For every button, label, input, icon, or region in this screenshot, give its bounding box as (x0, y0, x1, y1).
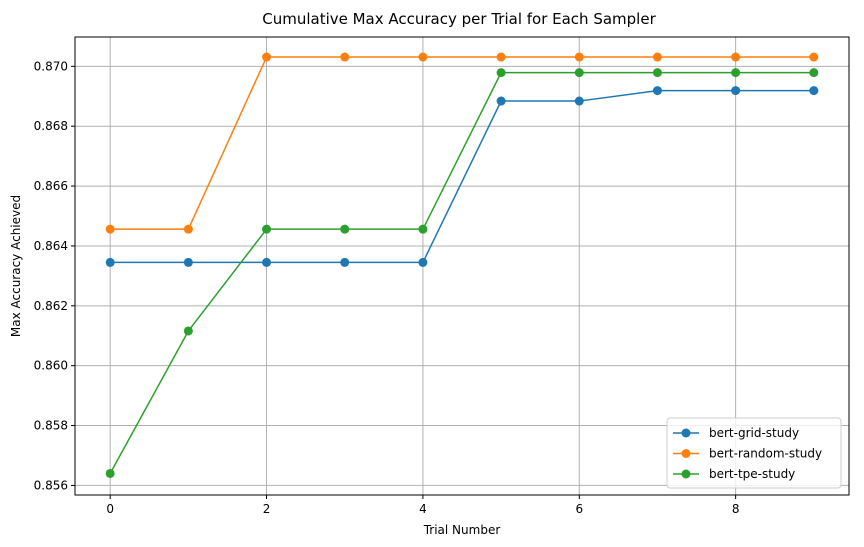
data-point (262, 257, 272, 267)
legend-marker (681, 449, 691, 458)
data-point (418, 257, 428, 267)
data-point (105, 468, 115, 478)
data-point (652, 52, 662, 62)
chart-title: Cumulative Max Accuracy per Trial for Ea… (262, 10, 656, 28)
series-bert-random-study (105, 52, 819, 234)
series-line (109, 71, 814, 474)
data-point (809, 86, 819, 96)
data-point (809, 68, 819, 78)
y-tick-label: 0.860 (34, 359, 68, 373)
series-line (110, 89, 814, 264)
data-point (183, 224, 193, 234)
y-tick-label: 0.868 (34, 119, 68, 133)
data-point (340, 257, 350, 267)
data-point (652, 86, 662, 96)
series-layer (105, 52, 819, 478)
y-tick-label: 0.870 (34, 59, 68, 73)
data-point (731, 68, 741, 78)
data-point (574, 68, 584, 78)
data-point (731, 52, 741, 62)
legend-label: bert-tpe-study (709, 467, 795, 481)
series-bert-grid-study (105, 86, 819, 267)
plot-frame (74, 36, 850, 496)
data-point (340, 224, 350, 234)
data-point (262, 224, 272, 234)
data-point (418, 224, 428, 234)
series-bert-tpe-study (105, 68, 819, 478)
legend-box (666, 417, 842, 489)
data-point (183, 326, 193, 336)
data-point (262, 52, 272, 62)
data-point (340, 52, 350, 62)
legend-marker (681, 469, 691, 479)
y-axis-label: Max Accuracy Achieved (9, 195, 23, 337)
data-point (496, 52, 506, 62)
data-point (731, 86, 741, 96)
legend-item: bert-random-study (673, 447, 822, 461)
x-tick-label: 4 (419, 502, 427, 516)
legend: bert-grid-study bert-random-study bert-tpe… (666, 417, 842, 489)
data-point (418, 52, 428, 62)
x-tick-label: 2 (263, 502, 271, 516)
x-axis-label: Trial Number (423, 523, 501, 537)
data-point (809, 52, 819, 62)
y-tick-label: 0.862 (34, 299, 68, 313)
legend-marker (681, 428, 691, 438)
x-tick-label: 0 (106, 502, 114, 516)
y-tick-label: 0.856 (34, 478, 68, 492)
data-point (574, 96, 584, 106)
data-point (105, 224, 115, 234)
legend-item: bert-grid-study (673, 426, 799, 440)
y-tick-label: 0.864 (34, 239, 68, 253)
data-point (652, 68, 662, 78)
data-point (496, 68, 506, 78)
x-tick-label: 8 (732, 502, 740, 516)
series-line (110, 56, 814, 230)
legend-item: bert-tpe-study (673, 467, 795, 481)
y-tick-label: 0.858 (34, 419, 68, 433)
data-point (496, 96, 506, 106)
data-point (574, 52, 584, 62)
data-point (183, 257, 193, 267)
x-tick-label: 6 (575, 502, 583, 516)
data-point (105, 257, 115, 267)
legend-label: bert-random-study (709, 447, 822, 461)
legend-label: bert-grid-study (709, 426, 799, 440)
ticks: 0 2 4 6 8 0.856 0.858 0.860 0.862 0.864 0.866 0.868… (34, 59, 740, 516)
y-tick-label: 0.866 (34, 179, 68, 193)
